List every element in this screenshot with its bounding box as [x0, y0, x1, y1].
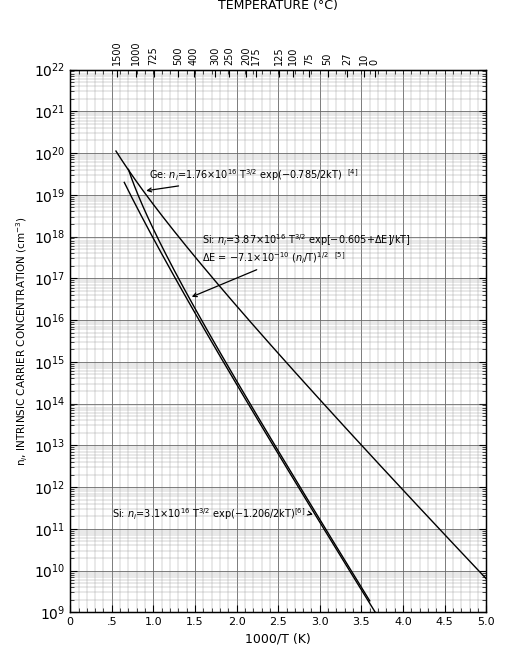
Text: Ge: $n_i$=1.76×10$^{16}$ T$^{3/2}$ exp(−0.785/2kT)  $^{[4]}$: Ge: $n_i$=1.76×10$^{16}$ T$^{3/2}$ exp(−… — [148, 167, 359, 192]
Text: Si: $n_i$=3.87×10$^{16}$ T$^{3/2}$ exp[−0.605+ΔE]/kT]
ΔE = −7.1×10$^{-10}$ ($n_i: Si: $n_i$=3.87×10$^{16}$ T$^{3/2}$ exp[−… — [193, 232, 410, 297]
Y-axis label: n$_i$, INTRINSIC CARRIER CONCENTRATION (cm$^{-3}$): n$_i$, INTRINSIC CARRIER CONCENTRATION (… — [14, 216, 30, 466]
X-axis label: 1000/T (K): 1000/T (K) — [245, 633, 311, 645]
X-axis label: TEMPERATURE (°C): TEMPERATURE (°C) — [218, 0, 338, 13]
Text: Si: $n_i$=3.1×10$^{16}$ T$^{3/2}$ exp(−1.206/2kT)$^{[6]}$: Si: $n_i$=3.1×10$^{16}$ T$^{3/2}$ exp(−1… — [112, 506, 311, 522]
